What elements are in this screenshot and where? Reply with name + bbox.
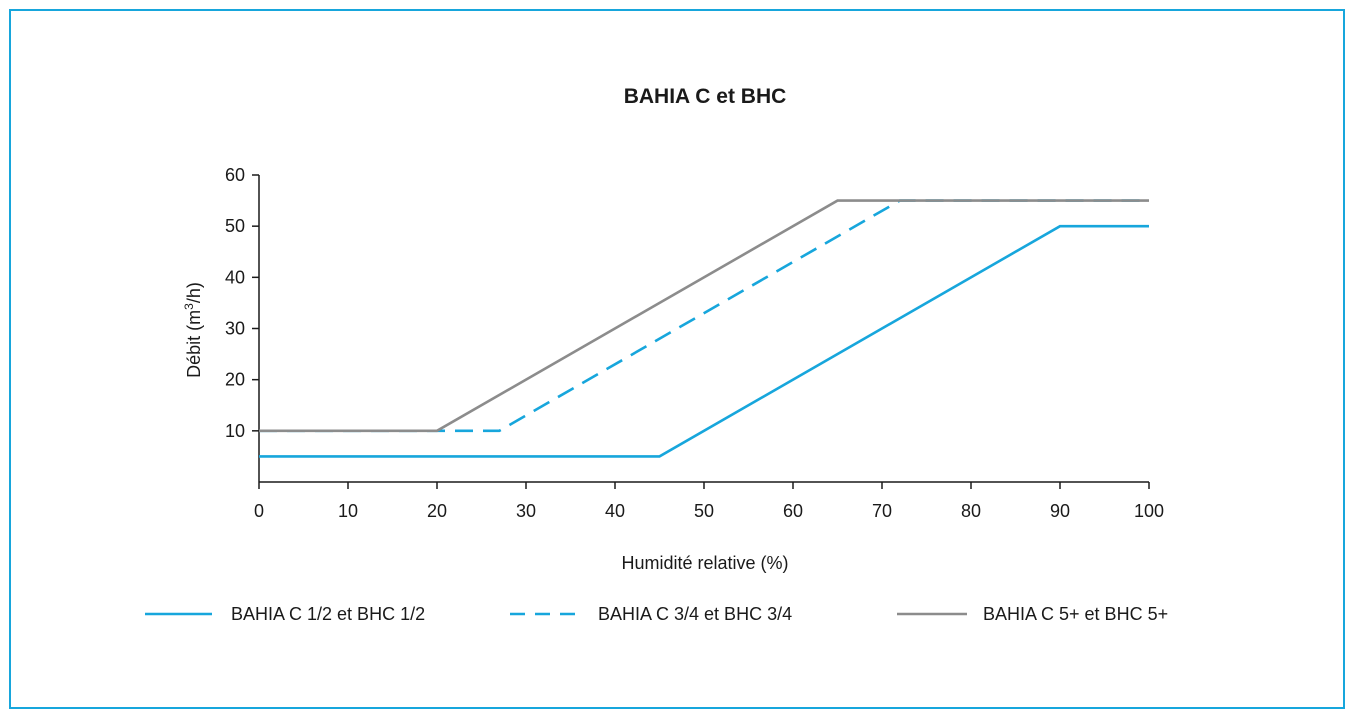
series-line-1: [259, 224, 1149, 458]
legend: BAHIA C 1/2 et BHC 1/2 BAHIA C 3/4 et BHC…: [145, 604, 1168, 624]
x-tick-label: 50: [694, 501, 714, 521]
y-tick-label: 20: [225, 370, 245, 390]
x-tick-label: 60: [783, 501, 803, 521]
y-axis-label: Débit (m3/h): [182, 282, 204, 378]
x-tick-label: 30: [516, 501, 536, 521]
x-tick-label: 20: [427, 501, 447, 521]
legend-label-1: BAHIA C 1/2 et BHC 1/2: [231, 604, 425, 624]
x-tick-label: 10: [338, 501, 358, 521]
legend-label-3: BAHIA C 5+ et BHC 5+: [983, 604, 1168, 624]
y-tick-label: 40: [225, 267, 245, 287]
legend-label-2: BAHIA C 3/4 et BHC 3/4: [598, 604, 792, 624]
y-tick-label: 50: [225, 216, 245, 236]
x-tick-label: 70: [872, 501, 892, 521]
y-axis-label-superscript: 3: [182, 303, 196, 310]
x-tick-label: 90: [1050, 501, 1070, 521]
series-line-2: [259, 199, 1149, 433]
x-tick-label: 0: [254, 501, 264, 521]
y-axis-label-unit-end: /h): [184, 282, 204, 303]
y-tick-label: 10: [225, 421, 245, 441]
x-axis-label: Humidité relative (%): [621, 553, 788, 573]
line-chart: BAHIA C et BHC 0 10 20 30 40 50 60 70 80 90 100 10 2…: [145, 85, 1168, 624]
y-tick-label: 60: [225, 165, 245, 185]
x-tick-label: 40: [605, 501, 625, 521]
y-tick-label: 30: [225, 319, 245, 339]
x-tick-label: 100: [1134, 501, 1164, 521]
series-layer: [259, 199, 1149, 458]
series-line-3: [259, 199, 1149, 433]
y-axis-label-main: Débit (m: [184, 310, 204, 378]
x-tick-label: 80: [961, 501, 981, 521]
axes: 0 10 20 30 40 50 60 70 80 90 100 10 20 30 40 50 60: [225, 165, 1164, 521]
chart-title: BAHIA C et BHC: [624, 85, 787, 108]
